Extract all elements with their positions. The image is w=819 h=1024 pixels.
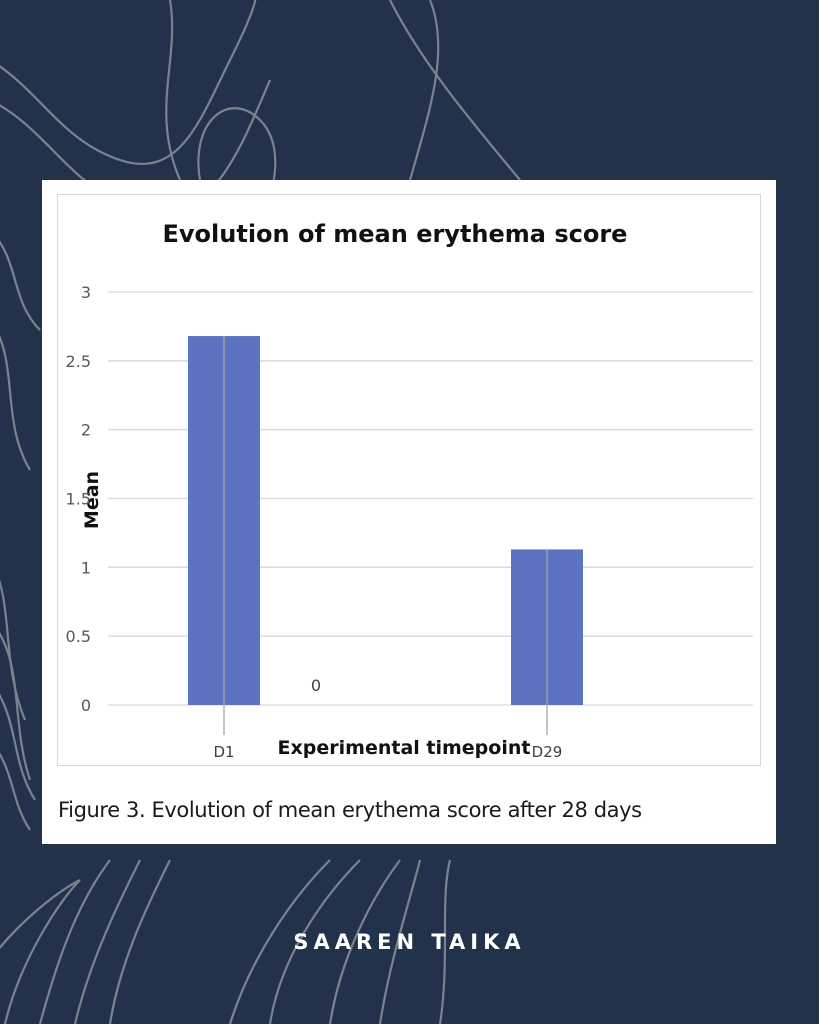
bars (188, 336, 583, 735)
labels: Evolution of mean erythema score Experim… (66, 220, 628, 761)
chart-frame: Evolution of mean erythema score Experim… (57, 194, 761, 766)
y-tick-label: 0 (81, 696, 91, 715)
annotation-label: 0 (311, 676, 321, 695)
brand-name: SAAREN TAIKA (293, 930, 526, 954)
x-tick-label: D1 (213, 743, 234, 761)
figure-caption: Figure 3. Evolution of mean erythema sco… (58, 798, 642, 822)
bar-chart: Evolution of mean erythema score Experim… (66, 220, 753, 761)
y-tick-label: 1 (81, 558, 91, 577)
chart-title: Evolution of mean erythema score (163, 220, 628, 248)
y-tick-label: 3 (81, 283, 91, 302)
y-tick-label: 1.5 (66, 490, 91, 509)
x-axis-label: Experimental timepoint (278, 737, 531, 759)
x-tick-label: D29 (532, 743, 563, 761)
figure-card: Evolution of mean erythema score Experim… (42, 180, 776, 844)
y-tick-label: 0.5 (66, 627, 91, 646)
y-tick-label: 2 (81, 421, 91, 440)
y-axis-label: Mean (81, 471, 103, 529)
y-tick-label: 2.5 (66, 352, 91, 371)
